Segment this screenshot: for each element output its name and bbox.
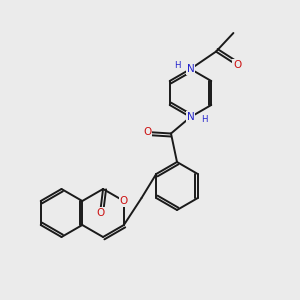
Text: O: O bbox=[143, 127, 151, 137]
Text: H: H bbox=[201, 116, 207, 124]
Text: O: O bbox=[96, 208, 104, 218]
Text: N: N bbox=[187, 112, 194, 122]
Text: O: O bbox=[233, 60, 241, 70]
Text: H: H bbox=[174, 61, 181, 70]
Text: O: O bbox=[120, 196, 128, 206]
Text: N: N bbox=[187, 64, 194, 74]
